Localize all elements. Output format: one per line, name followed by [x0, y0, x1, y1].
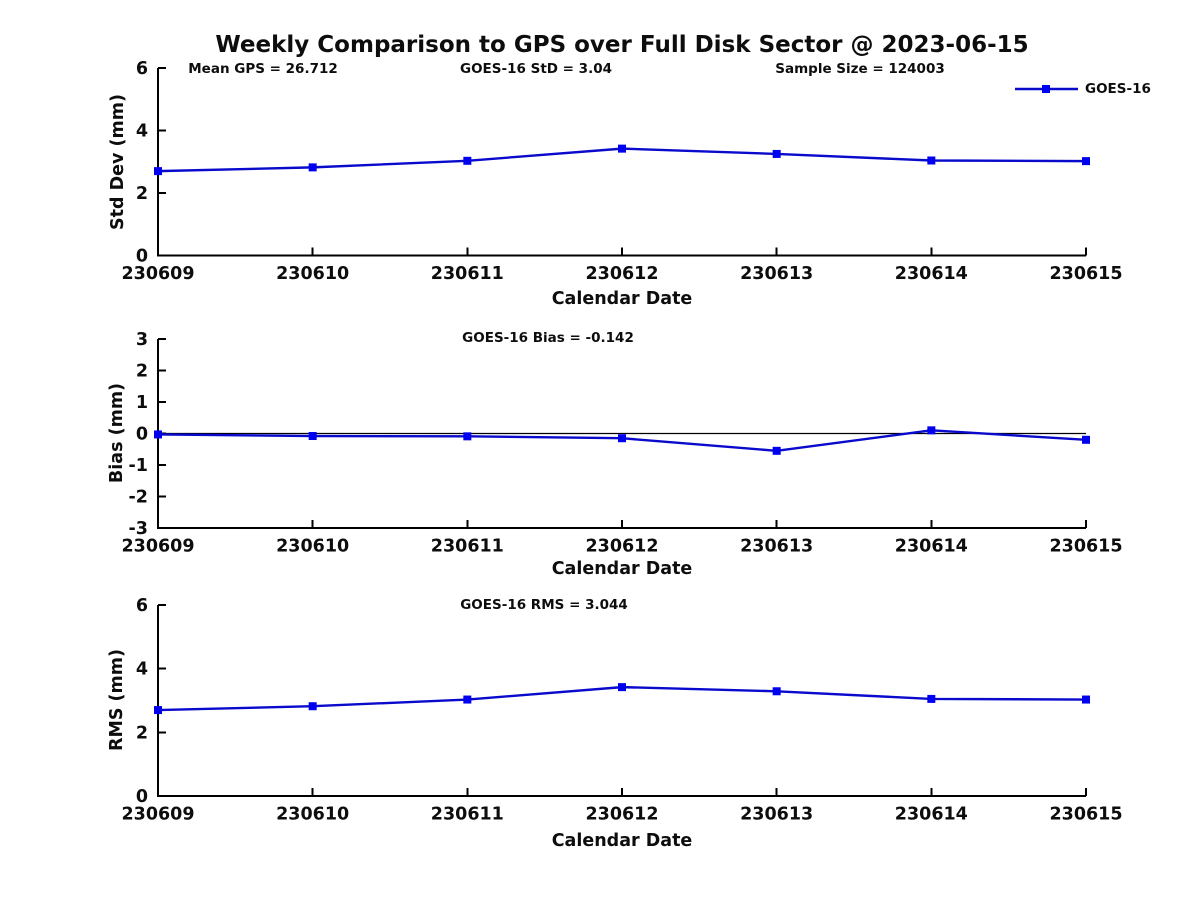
subplot-bias-vs-date: -3 -2 -1 0 1 2 3 230609 230610 230611 230612 230613… [121, 330, 1122, 557]
x-tick-label: 230609 [121, 537, 194, 557]
x-tick-label: 230609 [121, 805, 194, 825]
subplot-std-dev-vs-date: 0 2 4 6 230609 230610 230611 230612 230613 230614… [121, 59, 1122, 284]
data-marker [772, 446, 781, 455]
data-marker [618, 144, 626, 153]
legend-label: GOES-16 [1085, 81, 1151, 97]
data-marker [618, 434, 626, 443]
x-tick-label: 230611 [431, 805, 504, 825]
x-axis-label-rms: Calendar Date [551, 831, 693, 851]
y-tick-label: 0 [136, 425, 148, 445]
subplot-rms-vs-date: 0 2 4 6 230609 230610 230611 230612 230613 230614… [121, 596, 1122, 825]
y-axis-label-bias: Bias (mm) [107, 382, 127, 484]
y-tick-label: 3 [136, 330, 148, 350]
x-tick-label: 230614 [895, 537, 968, 557]
x-axis-label-stddev: Calendar Date [551, 289, 693, 309]
axis-lines [157, 605, 1086, 797]
x-tick-label: 230610 [276, 537, 349, 557]
goes16-bias-annotation: GOES-16 Bias = -0.142 [462, 330, 634, 346]
data-marker [154, 430, 162, 439]
x-tick-label: 230612 [585, 805, 658, 825]
goes16-rms-annotation: GOES-16 RMS = 3.044 [460, 597, 628, 613]
y-axis-label-rms: RMS (mm) [107, 648, 127, 752]
data-marker [1082, 435, 1090, 444]
x-tick-label: 230613 [740, 537, 813, 557]
y-tick-label: 6 [136, 596, 148, 616]
data-marker [308, 163, 317, 172]
legend-marker-sample [1042, 85, 1050, 93]
y-tick-label: 2 [136, 362, 148, 382]
y-tick-label: 0 [136, 787, 148, 807]
data-marker [308, 432, 317, 441]
y-tick-label: 6 [136, 59, 148, 79]
x-tick-label: 230609 [121, 264, 194, 284]
x-tick-label: 230614 [895, 805, 968, 825]
y-axis-label-stddev: Std Dev (mm) [108, 94, 128, 230]
data-marker [154, 167, 162, 176]
x-tick-label: 230615 [1049, 264, 1122, 284]
goes16-std-annotation: GOES-16 StD = 3.04 [460, 61, 612, 77]
y-tick-label: 1 [136, 393, 148, 413]
data-marker [463, 695, 472, 704]
x-tick-label: 230611 [431, 264, 504, 284]
data-marker [1082, 157, 1090, 166]
y-tick-label: -3 [129, 519, 148, 539]
y-tick-label: 2 [136, 723, 148, 743]
y-tick-label: 2 [136, 184, 148, 204]
sample-size-annotation: Sample Size = 124003 [775, 61, 945, 77]
y-tick-label: 4 [136, 660, 148, 680]
x-tick-label: 230615 [1049, 537, 1122, 557]
x-tick-label: 230610 [276, 264, 349, 284]
data-marker [618, 683, 626, 692]
y-tick-label: 0 [136, 247, 148, 267]
data-marker [308, 702, 317, 711]
x-tick-label: 230614 [895, 264, 968, 284]
x-tick-label: 230613 [740, 805, 813, 825]
data-marker [154, 706, 162, 715]
data-marker [463, 156, 472, 165]
data-marker [463, 432, 472, 441]
y-tick-label: 4 [136, 122, 148, 142]
data-marker [1082, 695, 1090, 704]
x-tick-label: 230611 [431, 537, 504, 557]
data-marker [927, 156, 936, 165]
chart-title: Weekly Comparison to GPS over Full Disk … [215, 32, 1029, 58]
data-marker [772, 687, 781, 696]
data-marker [927, 426, 936, 435]
x-axis-label-bias: Calendar Date [551, 559, 693, 579]
x-tick-label: 230612 [585, 537, 658, 557]
mean-gps-annotation: Mean GPS = 26.712 [188, 61, 338, 77]
x-tick-label: 230612 [585, 264, 658, 284]
y-tick-label: -1 [129, 456, 148, 476]
x-tick-label: 230610 [276, 805, 349, 825]
x-tick-label: 230615 [1049, 805, 1122, 825]
data-marker [927, 694, 936, 703]
x-tick-label: 230613 [740, 264, 813, 284]
data-marker [772, 149, 781, 158]
y-tick-label: -2 [129, 488, 148, 508]
